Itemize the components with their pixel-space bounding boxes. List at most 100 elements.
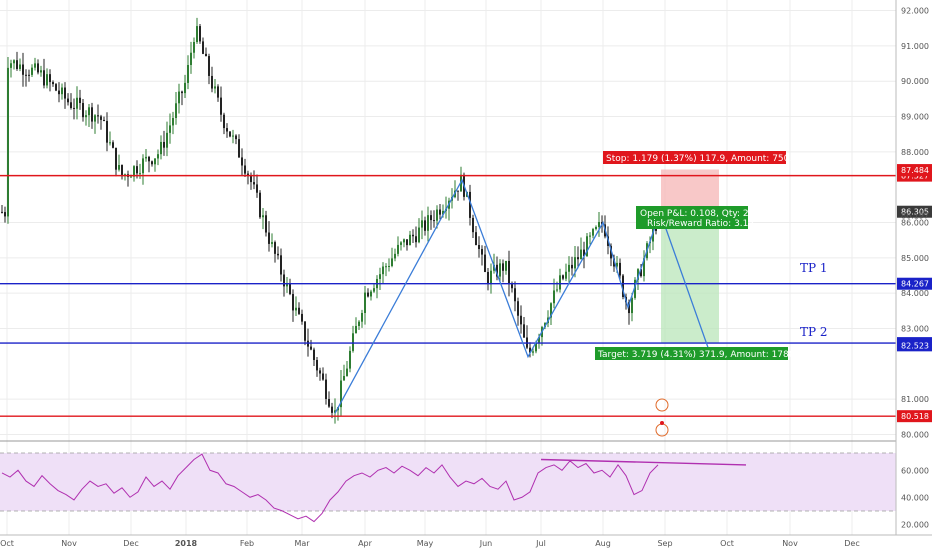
- time-tick-label: Feb: [240, 539, 254, 548]
- candle-body: [46, 74, 48, 86]
- candle-body: [637, 269, 639, 280]
- price-tick-label: 83.000: [901, 324, 929, 333]
- price-tag: [897, 339, 932, 352]
- candle-body: [10, 63, 12, 68]
- candle-body: [172, 118, 174, 126]
- candle-body: [232, 135, 234, 137]
- time-tick-label: Apr: [358, 539, 373, 548]
- rsi-divergence-line: [540, 458, 747, 466]
- time-tick-label: Aug: [595, 539, 611, 548]
- candle-body: [589, 235, 591, 237]
- candle-body: [25, 74, 27, 76]
- price-level-tag: [897, 410, 932, 423]
- candle-body: [160, 141, 162, 155]
- candle-body: [430, 215, 432, 221]
- candle-body: [331, 406, 333, 413]
- candle-body: [154, 158, 156, 165]
- candle-body: [13, 60, 15, 64]
- candle-body: [235, 135, 237, 140]
- candle-body: [316, 359, 318, 371]
- candle-body: [166, 132, 168, 148]
- candle-body: [325, 379, 327, 399]
- candle-body: [16, 60, 18, 69]
- candle-body: [565, 271, 567, 279]
- candle-body: [610, 245, 612, 259]
- candle-body: [202, 41, 204, 54]
- time-tick-label: Oct: [0, 539, 14, 548]
- candle-body: [499, 263, 501, 277]
- candle-body: [223, 114, 225, 129]
- candle-body: [250, 175, 252, 183]
- candle-body: [553, 290, 555, 304]
- candle-body: [577, 257, 579, 260]
- candle-body: [109, 142, 111, 144]
- candle-body: [37, 63, 39, 73]
- candle-body: [67, 98, 69, 103]
- time-tick-label: Oct: [720, 539, 734, 548]
- tp1-label: TP 1: [800, 261, 828, 275]
- candle-body: [598, 221, 600, 227]
- price-tick-label: 88.000: [901, 148, 929, 157]
- candle-body: [508, 260, 510, 285]
- time-tick-label: Dec: [844, 539, 859, 548]
- candle-body: [655, 228, 657, 231]
- time-tick-label: 2018: [175, 539, 198, 548]
- candle-body: [238, 139, 240, 158]
- candle-body: [259, 192, 261, 218]
- rsi-band: [0, 453, 896, 511]
- stop-info-box: [603, 151, 786, 164]
- candle-body: [568, 264, 570, 272]
- candle-body: [64, 87, 66, 99]
- candle-body: [442, 210, 444, 215]
- candle-body: [367, 292, 369, 297]
- candle-body: [178, 91, 180, 104]
- candle-body: [292, 294, 294, 311]
- candle-body: [181, 91, 183, 94]
- candle-body: [484, 254, 486, 272]
- price-axis[interactable]: 92.000 91.000 90.000 89.000 88.000 86.000 85.0…: [897, 7, 932, 440]
- candle-body: [271, 242, 273, 244]
- candle-body: [19, 64, 21, 69]
- candle-body: [40, 70, 42, 73]
- candle-body: [76, 97, 78, 109]
- candle-body: [157, 154, 159, 159]
- candle-body: [475, 232, 477, 246]
- candle-body: [556, 289, 558, 291]
- stop-info-text: Stop: 1.179 (1.37%) 117.9, Amount: 750.0…: [606, 154, 804, 164]
- candle-body: [535, 342, 537, 352]
- candle-body: [268, 232, 270, 244]
- candle-body: [115, 147, 117, 170]
- candle-body: [103, 119, 105, 121]
- candle-body: [340, 380, 342, 408]
- candle-body: [136, 166, 138, 174]
- candle-body: [142, 158, 144, 174]
- candle-body: [379, 274, 381, 279]
- price-tag-text: 86.305: [901, 208, 929, 217]
- candle-body: [502, 263, 504, 271]
- candle-body: [61, 87, 63, 95]
- event-marker-icon[interactable]: [655, 398, 669, 437]
- candle-body: [421, 220, 423, 228]
- candle-body: [91, 107, 93, 122]
- candle-body: [595, 226, 597, 230]
- time-tick-label: May: [417, 539, 434, 548]
- grid-lines: [0, 0, 896, 535]
- candle-body: [352, 333, 354, 351]
- candle-body: [355, 325, 357, 334]
- candle-body: [310, 346, 312, 350]
- rsi-tick-label: 40.000: [901, 493, 929, 502]
- time-axis[interactable]: Oct Nov Dec 2018 Feb Mar Apr May Jun Jul Aug Sep Oct…: [0, 539, 860, 548]
- rsi-axis[interactable]: 60.000 40.000 20.000: [901, 466, 929, 529]
- price-tag-text: 87.484: [901, 166, 929, 175]
- candle-body: [436, 209, 438, 221]
- price-tick-label: 80.000: [901, 430, 929, 439]
- price-level-tag-text: 80.518: [901, 412, 929, 421]
- time-tick-label: Jul: [535, 539, 546, 548]
- candle-body: [400, 242, 402, 245]
- candle-body: [94, 115, 96, 122]
- candle-body: [583, 249, 585, 257]
- candle-body: [415, 236, 417, 243]
- stop-loss-zone: [661, 169, 719, 212]
- candle-body: [286, 283, 288, 287]
